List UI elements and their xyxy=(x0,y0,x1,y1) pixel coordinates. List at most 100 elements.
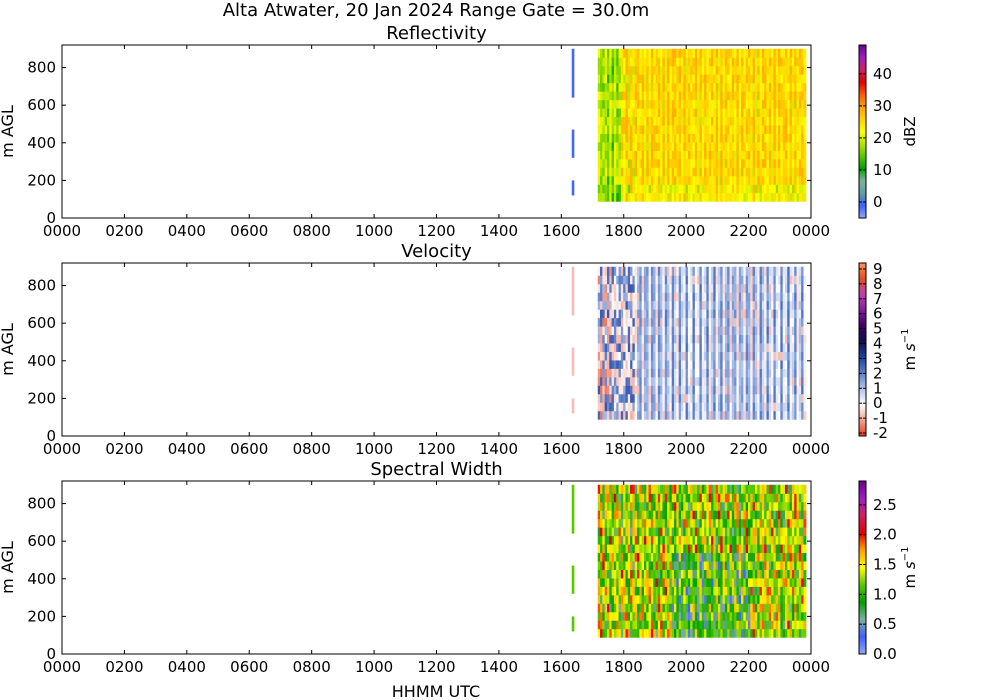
heatmap-cell xyxy=(768,325,772,336)
heatmap-cell xyxy=(676,535,680,545)
heatmap-cell xyxy=(757,393,761,403)
heatmap-cell xyxy=(768,175,772,185)
heatmap-cell xyxy=(602,402,606,412)
heatmap-cell xyxy=(708,393,712,403)
heatmap-cell xyxy=(789,65,793,75)
heatmap-cell xyxy=(704,393,707,403)
heatmap-cell xyxy=(727,334,731,344)
heatmap-cell xyxy=(706,141,710,151)
heatmap-cell xyxy=(655,107,659,118)
heatmap-cell xyxy=(660,518,664,528)
heatmap-cell xyxy=(637,275,640,285)
heatmap-cell xyxy=(708,300,712,310)
heatmap-cell xyxy=(738,124,742,134)
heatmap-cell xyxy=(768,628,772,638)
heatmap-cell xyxy=(738,484,742,494)
heatmap-cell xyxy=(741,342,744,352)
heatmap-cell xyxy=(741,283,744,293)
heatmap-cell xyxy=(653,107,657,118)
heatmap-cell xyxy=(667,334,671,344)
heatmap-cell xyxy=(699,300,703,310)
heatmap-cell xyxy=(678,82,682,92)
heatmap-cell xyxy=(604,82,608,92)
heatmap-cell xyxy=(741,620,744,630)
heatmap-cell xyxy=(650,351,654,361)
heatmap-cell xyxy=(704,192,707,202)
heatmap-cell xyxy=(664,569,668,579)
heatmap-cell xyxy=(694,266,698,276)
heatmap-cell xyxy=(701,569,705,579)
heatmap-cell xyxy=(611,518,615,528)
heatmap-cell xyxy=(768,65,772,75)
heatmap-cell xyxy=(697,82,701,92)
heatmap-cell xyxy=(634,309,638,319)
heatmap-cell xyxy=(711,283,714,293)
heatmap-cell xyxy=(717,342,721,352)
heatmap-cell xyxy=(782,527,786,537)
heatmap-cell xyxy=(606,192,610,202)
heatmap-cell xyxy=(648,527,652,537)
heatmap-cell xyxy=(690,402,694,412)
heatmap-cell xyxy=(757,266,761,276)
heatmap-cell xyxy=(660,535,664,545)
heatmap-cell xyxy=(764,266,768,276)
heatmap-cell xyxy=(643,620,647,630)
heatmap-cell xyxy=(771,577,775,587)
heatmap-cell xyxy=(708,501,712,511)
heatmap-cell xyxy=(639,99,643,109)
heatmap-cell xyxy=(759,57,763,67)
x-tick-label: 0000 xyxy=(43,440,81,458)
heatmap-cell xyxy=(782,283,786,293)
heatmap-cell xyxy=(685,133,689,143)
heatmap-cell xyxy=(625,393,629,403)
heatmap-cell xyxy=(727,484,731,494)
heatmap-cell xyxy=(743,283,747,293)
heatmap-cell xyxy=(738,543,742,554)
heatmap-cell xyxy=(606,569,610,579)
heatmap-cell xyxy=(697,393,701,403)
heatmap-cell xyxy=(697,577,701,587)
heatmap-cell xyxy=(630,48,634,58)
heatmap-cell xyxy=(630,167,634,177)
heatmap-cell xyxy=(780,65,784,75)
heatmap-cell xyxy=(761,133,765,143)
heatmap-cell xyxy=(717,603,721,613)
heatmap-cell xyxy=(613,586,617,596)
heatmap-cell xyxy=(752,48,756,58)
heatmap-cell xyxy=(761,91,765,101)
heatmap-cell xyxy=(717,91,721,101)
heatmap-cell xyxy=(738,393,742,403)
heatmap-cell xyxy=(683,586,687,596)
heatmap-cell xyxy=(784,393,788,403)
heatmap-cell xyxy=(759,99,763,109)
heatmap-cell xyxy=(798,57,802,67)
heatmap-cell xyxy=(646,141,650,151)
heatmap-cell xyxy=(773,628,777,638)
heatmap-cell xyxy=(704,552,707,562)
heatmap-cell xyxy=(674,124,677,134)
heatmap-cell xyxy=(711,359,714,369)
x-tick-label: 2000 xyxy=(667,440,705,458)
heatmap-cell xyxy=(794,560,798,570)
heatmap-cell xyxy=(743,141,747,151)
heatmap-cell xyxy=(623,543,627,554)
heatmap-cell xyxy=(613,309,617,319)
heatmap-cell xyxy=(727,385,731,395)
heatmap-cell xyxy=(674,510,677,520)
heatmap-cell xyxy=(757,300,761,310)
heatmap-cell xyxy=(784,552,788,562)
heatmap-cell xyxy=(602,317,606,327)
heatmap-cell xyxy=(798,594,802,604)
heatmap-cell xyxy=(613,527,617,537)
heatmap-cell xyxy=(713,402,717,412)
heatmap-cell xyxy=(743,184,747,194)
heatmap-cell xyxy=(680,493,684,503)
heatmap-cell xyxy=(745,107,749,118)
heatmap-cell xyxy=(669,167,673,177)
heatmap-cell xyxy=(743,543,747,554)
heatmap-cell xyxy=(692,91,696,101)
heatmap-cell xyxy=(697,484,701,494)
heatmap-cell xyxy=(729,577,733,587)
heatmap-cell xyxy=(729,543,733,554)
heatmap-cell xyxy=(632,82,636,92)
